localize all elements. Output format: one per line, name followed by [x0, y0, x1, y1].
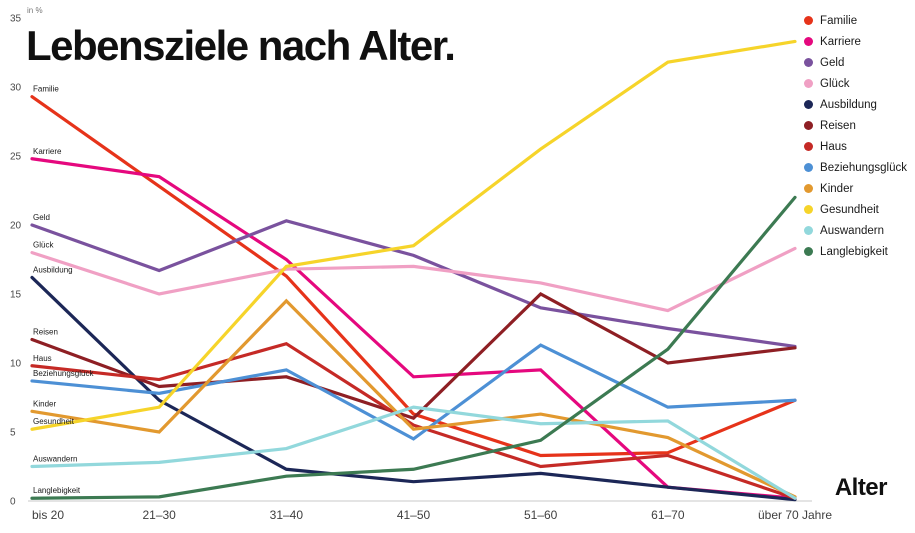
legend-label: Karriere — [820, 35, 861, 48]
legend-item-glück: Glück — [804, 73, 907, 94]
x-axis-title: Alter — [834, 474, 888, 501]
x-tick-label: 41–50 — [397, 508, 431, 522]
y-tick-label: 0 — [10, 497, 16, 508]
series-line-auswandern — [30, 405, 797, 500]
legend-label: Familie — [820, 14, 858, 27]
legend-label: Auswandern — [820, 224, 884, 237]
legend-label: Ausbildung — [820, 98, 877, 111]
x-tick-label: 51–60 — [524, 508, 558, 522]
x-tick-label: 21–30 — [142, 508, 176, 522]
series-line-haus — [30, 341, 797, 500]
series-line-glück — [30, 246, 797, 313]
legend-label: Langlebigkeit — [820, 245, 888, 258]
legend-item-gesundheit: Gesundheit — [804, 199, 907, 220]
legend-dot-icon — [804, 100, 814, 109]
y-tick-label: 5 — [10, 428, 16, 439]
series-start-label-familie: Familie — [33, 85, 59, 94]
x-tick-label: 31–40 — [270, 508, 304, 522]
legend-item-karriere: Karriere — [804, 31, 907, 52]
x-tick-label: über 70 Jahre — [758, 508, 832, 522]
legend-dot-icon — [804, 142, 814, 151]
y-tick-label: 25 — [10, 152, 22, 163]
series-line-familie — [30, 95, 797, 458]
legend-dot-icon — [804, 205, 814, 214]
legend-dot-icon — [804, 163, 814, 172]
series-start-label-kinder: Kinder — [33, 399, 56, 408]
legend-label: Gesundheit — [820, 203, 879, 216]
series-start-label-geld: Geld — [33, 213, 50, 222]
series-start-label-glück: Glück — [33, 241, 54, 250]
legend-item-kinder: Kinder — [804, 178, 907, 199]
series-start-label-auswandern: Auswandern — [33, 455, 77, 464]
series-start-label-karriere: Karriere — [33, 147, 62, 156]
y-tick-label: 30 — [10, 83, 22, 94]
series-line-kinder — [30, 298, 797, 499]
legend-dot-icon — [804, 16, 814, 25]
legend-label: Glück — [820, 77, 850, 90]
series-line-beziehungsglück — [30, 343, 797, 441]
series-start-label-langlebigkeit: Langlebigkeit — [33, 486, 81, 495]
legend-label: Kinder — [820, 182, 854, 195]
series-line-gesundheit — [30, 39, 797, 431]
x-tick-label: 61–70 — [651, 508, 685, 522]
y-tick-label: 35 — [10, 14, 22, 25]
legend-item-beziehungsglück: Beziehungsglück — [804, 157, 907, 178]
series-start-label-ausbildung: Ausbildung — [33, 265, 73, 274]
legend-item-familie: Familie — [804, 10, 907, 31]
legend-label: Beziehungsglück — [820, 161, 907, 174]
legend-item-auswandern: Auswandern — [804, 220, 907, 241]
series-start-label-gesundheit: Gesundheit — [33, 417, 75, 426]
legend-dot-icon — [804, 58, 814, 67]
legend-item-reisen: Reisen — [804, 115, 907, 136]
legend-item-geld: Geld — [804, 52, 907, 73]
legend-dot-icon — [804, 184, 814, 193]
legend-dot-icon — [804, 226, 814, 235]
legend-dot-icon — [804, 121, 814, 130]
legend-item-langlebigkeit: Langlebigkeit — [804, 241, 907, 262]
series-line-reisen — [30, 292, 797, 421]
legend-label: Haus — [820, 140, 847, 153]
legend-label: Reisen — [820, 119, 856, 132]
legend-dot-icon — [804, 37, 814, 46]
series-start-label-haus: Haus — [33, 354, 52, 363]
x-tick-label: bis 20 — [32, 508, 64, 522]
y-axis-unit-label: in % — [27, 6, 43, 15]
legend-dot-icon — [804, 79, 814, 88]
legend-item-haus: Haus — [804, 136, 907, 157]
y-tick-label: 20 — [10, 221, 22, 232]
y-tick-label: 10 — [10, 359, 22, 370]
series-line-geld — [30, 219, 797, 349]
series-line-langlebigkeit — [30, 195, 797, 500]
y-tick-label: 15 — [10, 290, 22, 301]
legend: Familie Karriere Geld Glück Ausbildung Reisen… — [804, 10, 907, 262]
legend-label: Geld — [820, 56, 845, 69]
series-start-label-reisen: Reisen — [33, 328, 58, 337]
series-line-ausbildung — [30, 275, 797, 502]
legend-item-ausbildung: Ausbildung — [804, 94, 907, 115]
legend-dot-icon — [804, 247, 814, 256]
series-start-label-beziehungsglück: Beziehungsglück — [33, 369, 94, 378]
